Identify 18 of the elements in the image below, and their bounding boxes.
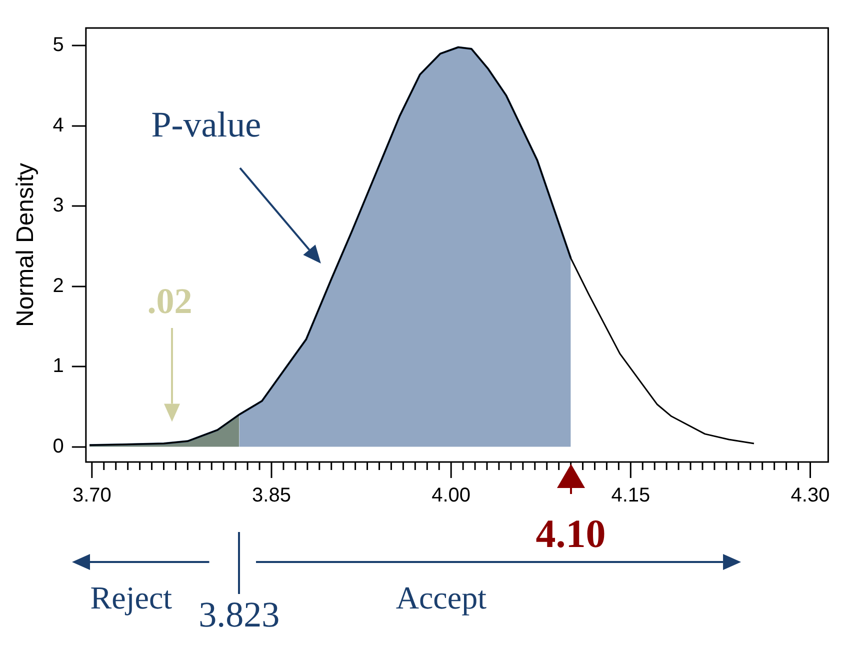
- x-tick-label: 3.70: [72, 484, 112, 507]
- y-tick-label: 5: [52, 34, 64, 56]
- annotation: .02: [147, 280, 192, 321]
- text: Accept: [396, 579, 487, 616]
- x-tick-label: 4.30: [790, 484, 830, 507]
- x-tick-label: 3.85: [252, 484, 291, 507]
- x-tick-label: 4.00: [432, 484, 471, 507]
- y-axis-title: Normal Density: [12, 162, 40, 328]
- text: Reject: [90, 579, 172, 616]
- y-tick-label: 3: [52, 194, 64, 217]
- text: 3.823: [198, 594, 280, 634]
- y-tick-label: 0: [52, 435, 64, 458]
- y-tick-label: 4: [52, 114, 64, 136]
- x-tick-label: 4.15: [611, 484, 650, 507]
- y-tick-label: 2: [52, 274, 64, 297]
- y-tick-label: 1: [52, 355, 64, 378]
- annotation: P-value: [151, 104, 262, 144]
- annotation: 4.10: [536, 511, 606, 556]
